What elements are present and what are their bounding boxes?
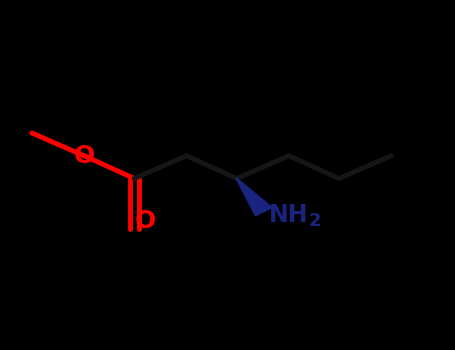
Text: NH: NH xyxy=(269,203,308,227)
Text: O: O xyxy=(135,209,156,232)
Text: O: O xyxy=(74,144,95,168)
Text: 2: 2 xyxy=(309,211,322,230)
Polygon shape xyxy=(236,178,273,216)
